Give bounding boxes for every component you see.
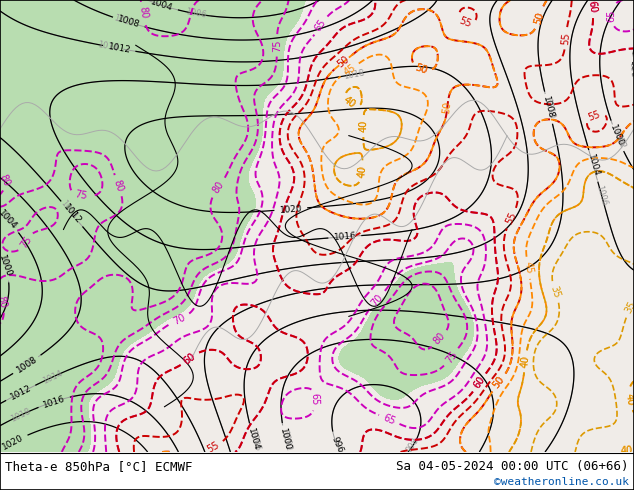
- Text: 75: 75: [18, 234, 34, 250]
- Text: 80: 80: [211, 179, 226, 195]
- Text: 1006: 1006: [0, 209, 18, 230]
- Text: 80: 80: [0, 172, 12, 188]
- Text: 40: 40: [623, 392, 634, 406]
- Text: 996: 996: [329, 435, 344, 454]
- Text: 50: 50: [491, 374, 507, 391]
- Text: 1012: 1012: [8, 384, 33, 402]
- Text: 80: 80: [137, 6, 149, 20]
- Text: 60: 60: [586, 0, 598, 14]
- Text: 55: 55: [586, 109, 602, 122]
- Text: 1004: 1004: [586, 153, 601, 178]
- Text: 1002: 1002: [279, 429, 293, 452]
- Text: 75: 75: [444, 349, 459, 365]
- Text: 40: 40: [619, 445, 632, 456]
- Text: 1014: 1014: [41, 368, 64, 386]
- Text: 50: 50: [491, 374, 507, 391]
- Text: 1020: 1020: [279, 204, 302, 215]
- Text: 1004: 1004: [150, 0, 174, 13]
- Text: 55: 55: [560, 31, 571, 45]
- Text: 1010: 1010: [14, 356, 37, 375]
- Text: 75: 75: [272, 39, 282, 51]
- Text: 1014: 1014: [58, 199, 79, 221]
- Text: 45: 45: [522, 261, 534, 275]
- Text: 998: 998: [405, 436, 421, 454]
- Text: 70: 70: [172, 312, 187, 326]
- Text: 1014: 1014: [97, 40, 119, 53]
- Text: 60: 60: [586, 0, 598, 14]
- Text: 45: 45: [342, 62, 358, 77]
- Text: 35: 35: [548, 285, 562, 299]
- Text: 50: 50: [532, 11, 545, 26]
- Text: ©weatheronline.co.uk: ©weatheronline.co.uk: [494, 477, 629, 487]
- Text: 1006: 1006: [247, 429, 261, 452]
- Text: 1018: 1018: [343, 68, 366, 80]
- Text: 1010: 1010: [113, 13, 135, 28]
- Text: 1016: 1016: [333, 231, 356, 242]
- Text: 50: 50: [413, 63, 429, 76]
- Text: 50: 50: [532, 11, 545, 26]
- Text: 1000: 1000: [278, 427, 292, 451]
- Text: Theta-e 850hPa [°C] ECMWF: Theta-e 850hPa [°C] ECMWF: [5, 460, 193, 472]
- Text: 80: 80: [0, 294, 8, 309]
- Text: 50: 50: [335, 54, 351, 70]
- Text: 55: 55: [458, 16, 473, 30]
- Text: 40: 40: [520, 355, 531, 368]
- Text: 1008: 1008: [15, 354, 39, 374]
- Text: 1004: 1004: [247, 427, 261, 451]
- Text: 1008: 1008: [541, 96, 555, 120]
- Text: 1000: 1000: [609, 123, 626, 148]
- Text: 75: 75: [74, 190, 87, 201]
- Text: 1006: 1006: [595, 184, 609, 207]
- Text: 1018: 1018: [9, 407, 32, 424]
- Text: 998: 998: [628, 61, 634, 77]
- Text: 1002: 1002: [610, 127, 626, 150]
- Text: 65: 65: [606, 9, 616, 22]
- Text: 55: 55: [504, 210, 519, 226]
- Text: 70: 70: [369, 293, 384, 308]
- Text: 40: 40: [358, 120, 368, 132]
- Text: 65: 65: [310, 393, 320, 406]
- Text: 80: 80: [112, 178, 125, 193]
- Text: 35: 35: [624, 300, 634, 315]
- Text: 50: 50: [413, 63, 429, 76]
- Text: 65: 65: [313, 18, 328, 33]
- Text: 40: 40: [342, 95, 358, 110]
- Text: 1010: 1010: [542, 98, 556, 121]
- Text: 996: 996: [628, 59, 634, 77]
- Text: Sa 04-05-2024 00:00 UTC (06+66): Sa 04-05-2024 00:00 UTC (06+66): [396, 460, 629, 472]
- Text: 1004: 1004: [0, 208, 19, 231]
- Text: 1002: 1002: [0, 254, 13, 277]
- Text: 1000: 1000: [0, 254, 13, 279]
- Text: 55: 55: [205, 440, 221, 455]
- Text: 50: 50: [441, 101, 453, 115]
- Text: 60: 60: [182, 351, 198, 366]
- Text: 60: 60: [472, 375, 487, 391]
- Text: 1008: 1008: [117, 15, 141, 30]
- Text: 1012: 1012: [107, 42, 131, 55]
- Text: 65: 65: [382, 412, 397, 426]
- Text: 1006: 1006: [184, 7, 207, 20]
- Text: 1020: 1020: [1, 433, 25, 452]
- Text: 1012: 1012: [61, 202, 82, 225]
- Text: 80: 80: [432, 331, 448, 346]
- Text: 40: 40: [623, 392, 634, 406]
- Text: 40: 40: [358, 120, 368, 132]
- Text: 40: 40: [342, 95, 358, 110]
- Text: 40: 40: [520, 355, 531, 368]
- Text: 40: 40: [356, 165, 368, 178]
- Text: 60: 60: [182, 351, 198, 366]
- Text: 40: 40: [356, 165, 368, 178]
- Text: 40: 40: [619, 445, 632, 456]
- Text: 60: 60: [472, 375, 487, 391]
- Text: 1016: 1016: [42, 394, 67, 410]
